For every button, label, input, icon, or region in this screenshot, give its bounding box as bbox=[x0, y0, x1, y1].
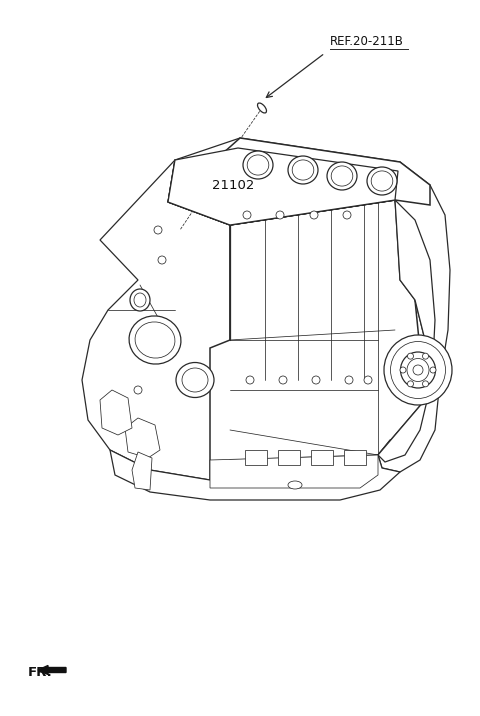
Text: 21102: 21102 bbox=[212, 178, 254, 191]
Circle shape bbox=[422, 353, 429, 359]
Ellipse shape bbox=[292, 160, 314, 180]
Ellipse shape bbox=[327, 162, 357, 190]
Polygon shape bbox=[168, 148, 398, 225]
Polygon shape bbox=[210, 455, 378, 488]
Circle shape bbox=[312, 376, 320, 384]
Polygon shape bbox=[378, 200, 435, 462]
Circle shape bbox=[154, 226, 162, 234]
Circle shape bbox=[134, 386, 142, 394]
Polygon shape bbox=[378, 162, 450, 472]
Ellipse shape bbox=[134, 293, 146, 307]
Text: REF.20-211B: REF.20-211B bbox=[330, 35, 404, 48]
Polygon shape bbox=[168, 138, 400, 225]
Polygon shape bbox=[125, 418, 160, 458]
FancyArrow shape bbox=[38, 665, 66, 674]
Polygon shape bbox=[100, 390, 132, 435]
Polygon shape bbox=[311, 450, 333, 465]
Circle shape bbox=[364, 376, 372, 384]
Circle shape bbox=[408, 381, 413, 387]
Ellipse shape bbox=[331, 166, 353, 186]
Ellipse shape bbox=[135, 322, 175, 358]
Ellipse shape bbox=[384, 335, 452, 405]
Ellipse shape bbox=[391, 342, 445, 399]
Ellipse shape bbox=[413, 365, 423, 375]
Polygon shape bbox=[132, 452, 152, 490]
Polygon shape bbox=[110, 450, 400, 500]
Circle shape bbox=[430, 367, 436, 373]
Ellipse shape bbox=[129, 316, 181, 364]
Ellipse shape bbox=[182, 368, 208, 392]
Circle shape bbox=[310, 211, 318, 219]
Circle shape bbox=[246, 376, 254, 384]
Circle shape bbox=[243, 211, 251, 219]
Polygon shape bbox=[344, 450, 366, 465]
Circle shape bbox=[279, 376, 287, 384]
Polygon shape bbox=[82, 160, 230, 480]
Ellipse shape bbox=[288, 481, 302, 489]
Ellipse shape bbox=[176, 362, 214, 397]
Text: FR.: FR. bbox=[28, 667, 53, 679]
Ellipse shape bbox=[288, 156, 318, 184]
Circle shape bbox=[422, 381, 429, 387]
Circle shape bbox=[408, 353, 413, 359]
Polygon shape bbox=[245, 450, 267, 465]
Polygon shape bbox=[278, 450, 300, 465]
Polygon shape bbox=[168, 138, 430, 225]
Circle shape bbox=[345, 376, 353, 384]
Ellipse shape bbox=[257, 103, 266, 113]
Circle shape bbox=[400, 367, 406, 373]
Ellipse shape bbox=[243, 151, 273, 179]
Ellipse shape bbox=[400, 352, 435, 388]
Ellipse shape bbox=[130, 289, 150, 311]
Polygon shape bbox=[210, 200, 425, 480]
Ellipse shape bbox=[371, 171, 393, 191]
Circle shape bbox=[158, 256, 166, 264]
Ellipse shape bbox=[247, 155, 269, 175]
Ellipse shape bbox=[407, 359, 429, 382]
Circle shape bbox=[343, 211, 351, 219]
Ellipse shape bbox=[367, 167, 397, 195]
Circle shape bbox=[276, 211, 284, 219]
